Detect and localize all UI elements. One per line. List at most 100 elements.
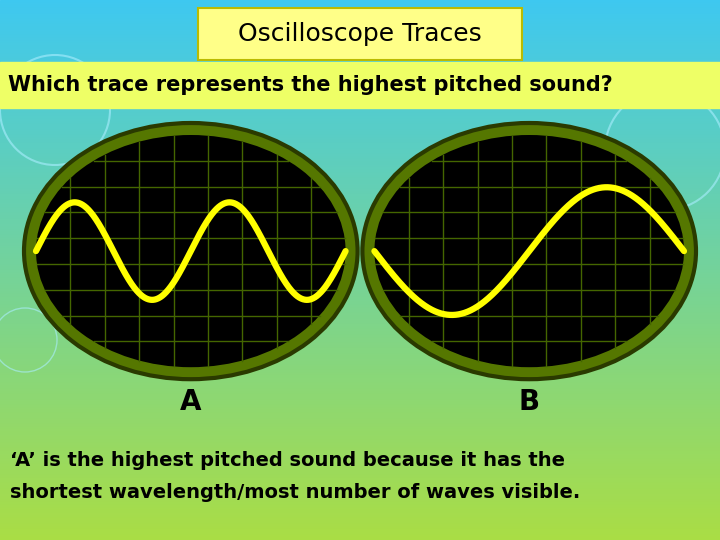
Bar xyxy=(0,57,720,59)
Bar xyxy=(0,119,720,122)
Bar xyxy=(0,5,720,8)
Bar xyxy=(0,281,720,284)
Bar xyxy=(0,130,720,132)
Bar xyxy=(0,456,720,459)
Bar xyxy=(0,73,720,76)
Bar xyxy=(0,108,720,111)
Bar xyxy=(0,11,720,14)
Bar xyxy=(0,43,720,46)
Bar xyxy=(0,427,720,429)
Bar xyxy=(0,324,720,327)
Ellipse shape xyxy=(374,135,684,367)
Bar xyxy=(0,151,720,154)
Bar xyxy=(0,30,720,32)
Bar xyxy=(0,297,720,300)
Bar xyxy=(0,408,720,410)
Bar xyxy=(0,173,720,176)
Bar xyxy=(0,356,720,359)
Bar xyxy=(0,327,720,329)
Text: B: B xyxy=(518,388,540,416)
Bar xyxy=(0,400,720,402)
Bar xyxy=(0,86,720,89)
Bar xyxy=(0,491,720,494)
Bar xyxy=(0,421,720,424)
Bar xyxy=(0,364,720,367)
Bar xyxy=(0,224,720,227)
Bar xyxy=(0,240,720,243)
Bar xyxy=(0,446,720,448)
Bar xyxy=(0,19,720,22)
Bar xyxy=(0,24,720,27)
Bar xyxy=(0,475,720,478)
Bar xyxy=(0,518,720,521)
Bar xyxy=(0,216,720,219)
Bar xyxy=(0,194,720,197)
Bar xyxy=(0,432,720,435)
Bar xyxy=(0,192,720,194)
Bar xyxy=(0,292,720,294)
Ellipse shape xyxy=(362,123,696,379)
Bar xyxy=(0,483,720,486)
Bar xyxy=(0,405,720,408)
Bar xyxy=(0,305,720,308)
Bar xyxy=(0,464,720,467)
Bar xyxy=(0,321,720,324)
Bar xyxy=(0,105,720,108)
Bar xyxy=(0,54,720,57)
Bar xyxy=(0,343,720,346)
Bar xyxy=(0,32,720,35)
Bar xyxy=(0,38,720,40)
Bar xyxy=(0,230,720,232)
Bar xyxy=(0,251,720,254)
Bar xyxy=(0,94,720,97)
Bar xyxy=(0,526,720,529)
Bar xyxy=(0,22,720,24)
Bar xyxy=(0,219,720,221)
Bar xyxy=(0,254,720,256)
Bar xyxy=(0,359,720,362)
Bar xyxy=(0,159,720,162)
Bar xyxy=(0,68,720,70)
Bar xyxy=(0,294,720,297)
Bar xyxy=(0,278,720,281)
Text: Which trace represents the highest pitched sound?: Which trace represents the highest pitch… xyxy=(8,75,613,95)
Bar xyxy=(0,389,720,392)
Bar xyxy=(0,402,720,405)
Bar xyxy=(0,70,720,73)
Bar xyxy=(0,348,720,351)
Bar xyxy=(0,62,720,108)
Bar xyxy=(0,0,720,3)
Bar xyxy=(0,329,720,332)
Bar xyxy=(0,265,720,267)
Bar xyxy=(0,103,720,105)
Bar xyxy=(0,413,720,416)
Text: shortest wavelength/most number of waves visible.: shortest wavelength/most number of waves… xyxy=(10,483,580,502)
Bar xyxy=(0,202,720,205)
Text: Oscilloscope Traces: Oscilloscope Traces xyxy=(238,22,482,46)
Bar xyxy=(0,122,720,124)
Bar xyxy=(0,508,720,510)
Bar xyxy=(0,510,720,513)
Bar xyxy=(0,500,720,502)
Bar xyxy=(0,448,720,451)
Bar xyxy=(0,262,720,265)
Bar xyxy=(0,208,720,211)
Bar xyxy=(0,383,720,386)
Bar xyxy=(0,235,720,238)
Bar xyxy=(0,132,720,135)
Bar xyxy=(0,516,720,518)
Bar xyxy=(0,370,720,373)
Bar xyxy=(0,138,720,140)
Bar xyxy=(0,246,720,248)
Bar xyxy=(0,289,720,292)
Bar xyxy=(0,386,720,389)
Bar xyxy=(0,78,720,81)
Bar xyxy=(0,200,720,202)
Bar xyxy=(0,165,720,167)
Bar xyxy=(0,170,720,173)
Bar xyxy=(0,46,720,49)
Bar xyxy=(0,232,720,235)
Bar xyxy=(0,49,720,51)
Bar xyxy=(0,135,720,138)
Bar xyxy=(0,3,720,5)
